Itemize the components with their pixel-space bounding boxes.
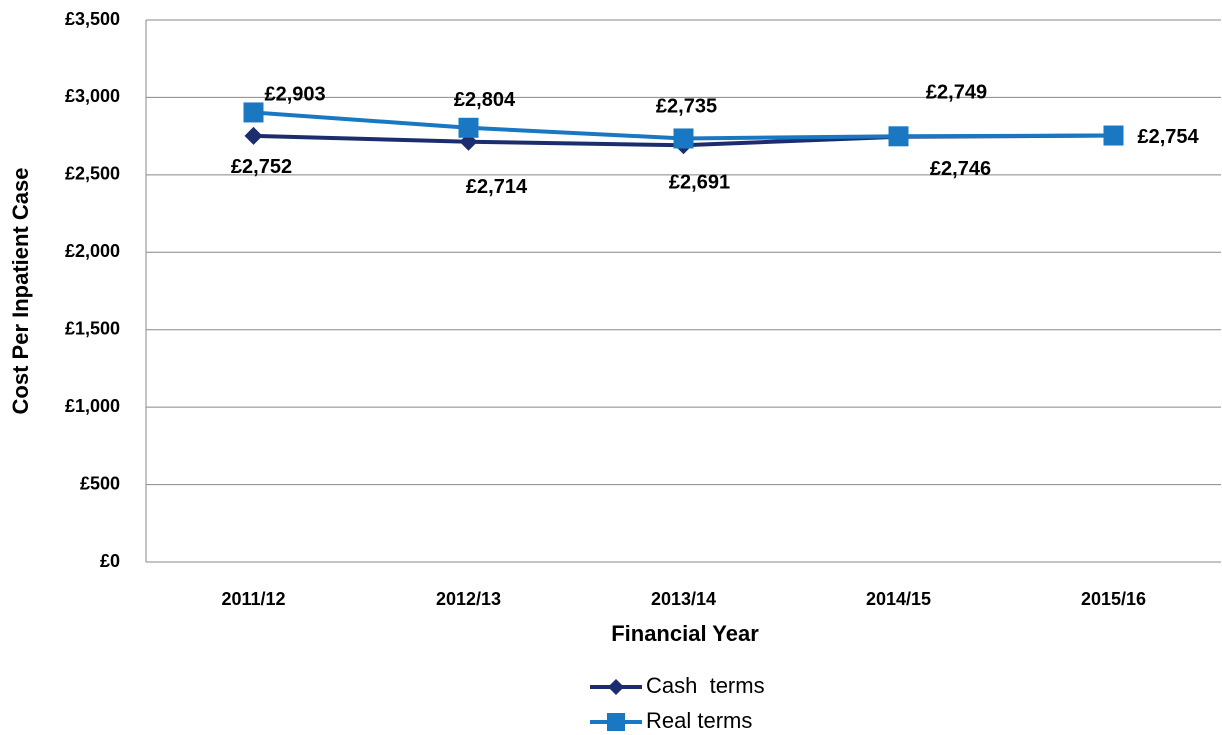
marker [458, 117, 479, 138]
data-label: £2,752 [231, 156, 292, 178]
y-tick-label: £0 [100, 551, 120, 571]
legend-label: Real terms [646, 708, 752, 733]
x-tick-label: 2015/16 [1081, 589, 1146, 609]
data-label: £2,749 [926, 82, 987, 104]
marker [244, 126, 263, 145]
marker [888, 126, 909, 147]
data-label: £2,735 [656, 96, 717, 118]
data-label: £2,714 [466, 176, 528, 198]
data-label: £2,754 [1138, 126, 1200, 148]
data-label: £2,746 [930, 158, 991, 180]
data-label: £2,804 [454, 89, 516, 111]
marker [1103, 125, 1124, 146]
y-tick-label: £1,000 [65, 396, 120, 416]
y-tick-label: £2,500 [65, 164, 120, 184]
x-tick-label: 2011/12 [221, 589, 285, 609]
y-axis-title: Cost Per Inpatient Case [8, 168, 33, 415]
marker [243, 102, 264, 123]
y-tick-label: £3,000 [65, 86, 120, 106]
legend-marker [607, 713, 625, 731]
x-axis-title: Financial Year [611, 621, 759, 646]
x-tick-label: 2013/14 [651, 589, 716, 609]
x-tick-label: 2012/13 [436, 589, 501, 609]
data-label: £2,691 [669, 172, 730, 194]
y-tick-label: £500 [80, 473, 120, 493]
y-tick-label: £1,500 [65, 318, 120, 338]
legend-marker [608, 679, 624, 695]
x-tick-label: 2014/15 [866, 589, 931, 609]
y-tick-label: £3,500 [65, 9, 120, 29]
marker [673, 128, 694, 149]
y-tick-label: £2,000 [65, 241, 120, 261]
legend-label: Cash terms [646, 673, 765, 698]
data-label: £2,903 [265, 84, 326, 106]
